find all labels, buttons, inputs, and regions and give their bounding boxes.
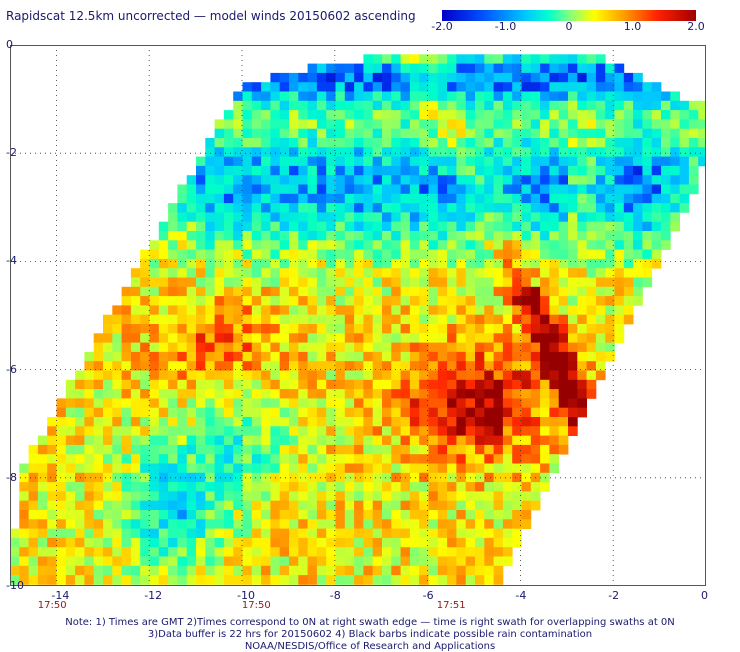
swath-map: [10, 45, 706, 586]
x-tick-label: 0: [701, 589, 708, 602]
map-plot-area: [10, 45, 706, 586]
x-tick-label: -6: [422, 589, 434, 602]
colorbar-tick-label: 2.0: [687, 20, 705, 33]
x-tick-label: -14: [51, 589, 70, 602]
note-line-3: NOAA/NESDIS/Office of Research and Appli…: [244, 641, 496, 652]
time-label: 17:50: [37, 600, 67, 611]
colorbar-tick-label: -2.0: [431, 20, 453, 33]
x-tick-label: -4: [515, 589, 527, 602]
y-tick-label: -6: [6, 362, 17, 376]
x-tick-label: -8: [329, 589, 341, 602]
time-label: 17:51: [436, 600, 466, 611]
y-tick-label: -4: [6, 254, 17, 268]
x-tick-label: -2: [608, 589, 620, 602]
swath-pixels: [10, 54, 706, 585]
colorbar-tick-label: 1.0: [623, 20, 642, 33]
colorbar: [442, 10, 696, 21]
y-tick-label: 0: [6, 38, 13, 51]
time-label: 17:50: [241, 600, 271, 611]
y-tick-label: -2: [6, 146, 17, 160]
y-tick-label: -8: [6, 470, 17, 484]
chart-title: Rapidscat 12.5km uncorrected — model win…: [6, 9, 416, 23]
colorbar-tick-label: -1.0: [494, 20, 517, 33]
colorbar-tick-label: 0: [565, 20, 573, 33]
y-tick-label: -10: [6, 579, 24, 592]
note-line-1: Note: 1) Times are GMT 2)Times correspon…: [65, 617, 675, 628]
map-grid: [10, 45, 706, 586]
note-line-2: 3)Data buffer is 22 hrs for 20150602 4) …: [147, 629, 593, 640]
x-tick-label: -10: [237, 589, 255, 602]
x-tick-label: -12: [144, 589, 163, 602]
map-frame: [10, 45, 706, 586]
